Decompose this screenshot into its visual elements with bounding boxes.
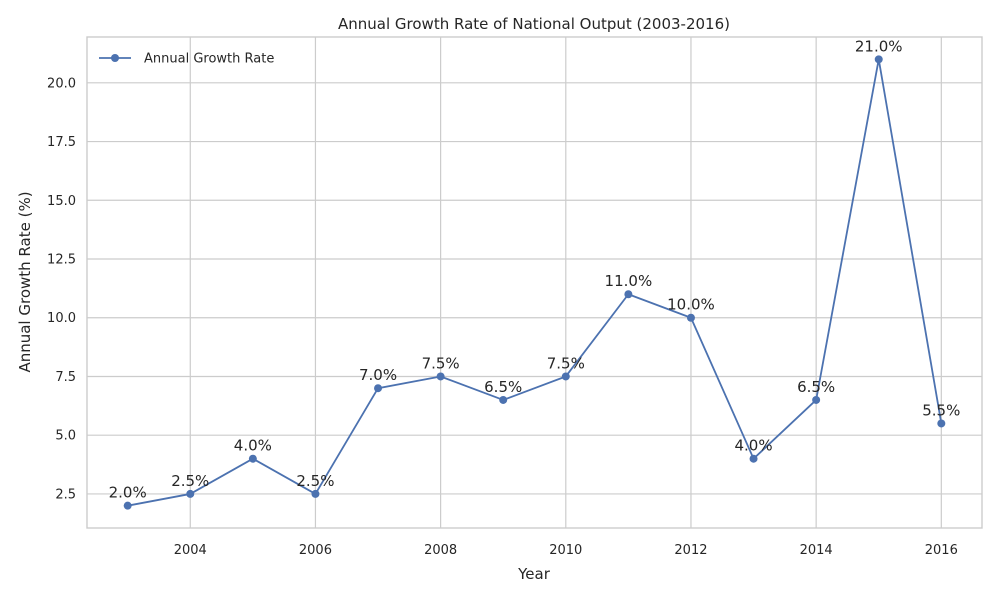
data-point bbox=[186, 489, 195, 498]
y-axis-ticks: 2.5 5.0 7.5 10.0 12.5 15.0 17.5 20.0 bbox=[47, 76, 76, 502]
legend: Annual Growth Rate bbox=[99, 52, 274, 67]
data-point bbox=[436, 372, 445, 381]
data-label: 7.5% bbox=[422, 354, 460, 372]
x-tick-label: 2008 bbox=[424, 543, 457, 558]
data-point bbox=[561, 372, 570, 381]
y-tick-label: 12.5 bbox=[47, 253, 76, 268]
data-label: 4.0% bbox=[735, 437, 773, 455]
x-tick-label: 2006 bbox=[299, 543, 332, 558]
data-label: 11.0% bbox=[605, 272, 653, 290]
data-point bbox=[937, 419, 946, 428]
legend-point-marker bbox=[111, 54, 119, 62]
data-point bbox=[812, 395, 821, 404]
data-point bbox=[749, 454, 758, 463]
data-point bbox=[311, 489, 320, 498]
x-tick-label: 2004 bbox=[174, 543, 207, 558]
data-label: 4.0% bbox=[234, 437, 272, 455]
y-tick-label: 7.5 bbox=[55, 370, 76, 385]
data-point bbox=[624, 290, 633, 299]
data-label: 2.5% bbox=[296, 472, 334, 490]
y-tick-label: 20.0 bbox=[47, 76, 76, 91]
data-label: 7.0% bbox=[359, 366, 397, 384]
x-tick-label: 2010 bbox=[549, 543, 582, 558]
series bbox=[123, 55, 946, 510]
grid bbox=[87, 37, 982, 528]
data-label: 2.5% bbox=[171, 472, 209, 490]
data-point bbox=[374, 384, 383, 393]
data-label: 6.5% bbox=[797, 378, 835, 396]
y-axis-label: Annual Growth Rate (%) bbox=[16, 191, 34, 372]
data-point bbox=[686, 313, 695, 322]
data-point bbox=[248, 454, 257, 463]
data-label: 10.0% bbox=[667, 296, 715, 314]
x-axis-label: Year bbox=[517, 565, 551, 583]
data-label: 7.5% bbox=[547, 354, 585, 372]
y-tick-label: 17.5 bbox=[47, 135, 76, 150]
x-tick-label: 2014 bbox=[800, 543, 833, 558]
data-point bbox=[123, 501, 132, 510]
data-label: 6.5% bbox=[484, 378, 522, 396]
x-tick-label: 2016 bbox=[925, 543, 958, 558]
data-label: 21.0% bbox=[855, 37, 903, 55]
x-tick-label: 2012 bbox=[674, 543, 707, 558]
legend-label: Annual Growth Rate bbox=[144, 52, 274, 67]
y-tick-label: 10.0 bbox=[47, 311, 76, 326]
data-point bbox=[499, 395, 508, 404]
data-point bbox=[874, 55, 883, 64]
series-line bbox=[127, 58, 943, 507]
x-axis-ticks: 2004 2006 2008 2010 2012 2014 2016 bbox=[174, 543, 958, 558]
data-labels: 2.0% 2.5% 4.0% 2.5% 7.0% 7.5% 6.5% 7.5% 11.0% 10.… bbox=[109, 37, 961, 501]
plot-frame bbox=[86, 36, 983, 529]
data-label: 2.0% bbox=[109, 484, 147, 502]
y-tick-label: 15.0 bbox=[47, 194, 76, 209]
y-tick-label: 5.0 bbox=[55, 429, 76, 444]
data-label: 5.5% bbox=[922, 401, 960, 419]
chart-title: Annual Growth Rate of National Output (2… bbox=[338, 15, 730, 33]
y-tick-label: 2.5 bbox=[55, 487, 76, 502]
